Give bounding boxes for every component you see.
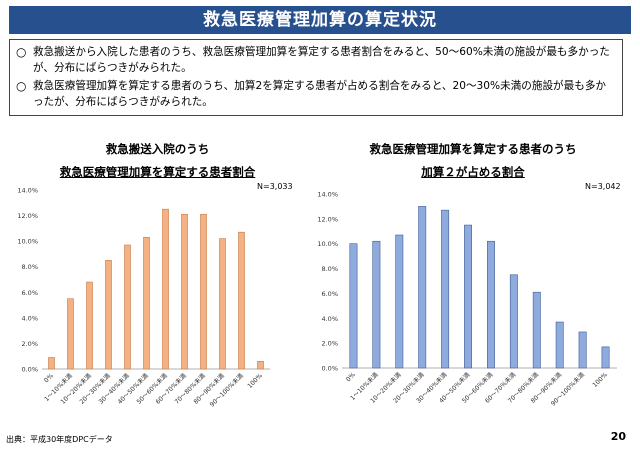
left-y-tick-label: 0.0% [21,366,38,374]
summary-point-1: ○ 救急搬送から入院した患者のうち、救急医療管理加算を算定する患者割合をみると、… [16,44,616,76]
page-title: 救急医療管理加算の算定状況 [9,6,631,34]
bullet-circle-icon: ○ [16,79,27,93]
right-y-tick-label: 12.0% [317,215,338,223]
left-bar [105,260,112,370]
right-y-tick-label: 4.0% [321,315,338,323]
left-x-tick-label: 90〜100%未満 [208,372,245,409]
right-bar [532,291,541,369]
left-x-tick-label: 0% [43,372,55,384]
left-bar [162,208,169,370]
left-bar [200,213,207,370]
right-y-tick-label: 14.0% [317,191,338,199]
left-chart-title-line1: 救急搬送入院のうち [105,142,210,156]
right-bar [486,240,495,369]
left-y-tick-label: 12.0% [17,212,38,220]
right-bar [509,274,518,369]
bullet-circle-icon: ○ [16,45,27,59]
left-bar [86,281,93,370]
right-bar [555,321,564,369]
right-chart-title-line1: 救急医療管理加算を算定する患者のうち [369,142,577,156]
left-bar [219,238,226,370]
left-chart-title-line2: 救急医療管理加算を算定する患者割合 [59,165,256,179]
right-y-tick-label: 2.0% [321,340,338,348]
left-bar [181,213,188,370]
right-chart-title: 救急医療管理加算を算定する患者のうち 加算２が占める割合 [318,141,628,181]
right-x-tick-label: 0% [345,371,357,383]
right-chart-title-line2: 加算２が占める割合 [421,165,525,179]
source-note: 出典：平成30年度DPCデータ [6,435,113,444]
left-y-tick-label: 8.0% [21,263,38,271]
left-y-tick-label: 2.0% [21,340,38,348]
summary-point-2-text: 救急医療管理加算を算定する患者のうち、加算2を算定する患者が占める割合をみると、… [33,80,607,108]
right-bar [418,206,427,369]
left-bar [238,231,245,370]
left-y-tick-label: 10.0% [17,238,38,246]
left-x-tick-label: 100% [246,372,264,390]
left-y-tick-label: 14.0% [17,187,38,195]
right-y-tick-label: 0.0% [321,365,338,373]
left-y-tick-label: 6.0% [21,289,38,297]
summary-box: ○ 救急搬送から入院した患者のうち、救急医療管理加算を算定する患者割合をみると、… [9,39,623,116]
right-y-tick-label: 10.0% [317,240,338,248]
left-bar [143,237,150,370]
page-number: 20 [610,430,626,443]
left-bar [124,244,131,370]
right-y-tick-label: 6.0% [321,290,338,298]
left-chart-n-label: N=3,033 [257,182,293,191]
right-y-tick-label: 8.0% [321,265,338,273]
right-bar [601,346,610,369]
left-chart-title: 救急搬送入院のうち 救急医療管理加算を算定する患者割合 [10,141,305,181]
left-y-tick-label: 4.0% [21,314,38,322]
right-bar [441,209,450,369]
right-chart-n-label: N=3,042 [585,182,621,191]
right-bar [464,224,473,369]
right-bar [395,234,404,369]
summary-point-2: ○ 救急医療管理加算を算定する患者のうち、加算2を算定する患者が占める割合をみる… [16,78,616,110]
right-x-tick-label: 100% [591,371,609,389]
summary-point-1-text: 救急搬送から入院した患者のうち、救急医療管理加算を算定する患者割合をみると、50… [33,46,610,74]
right-bar [349,243,358,369]
left-bar [257,361,264,370]
left-bar [67,298,74,370]
left-bar [48,357,55,370]
right-bar [578,331,587,369]
right-bar [372,240,381,369]
